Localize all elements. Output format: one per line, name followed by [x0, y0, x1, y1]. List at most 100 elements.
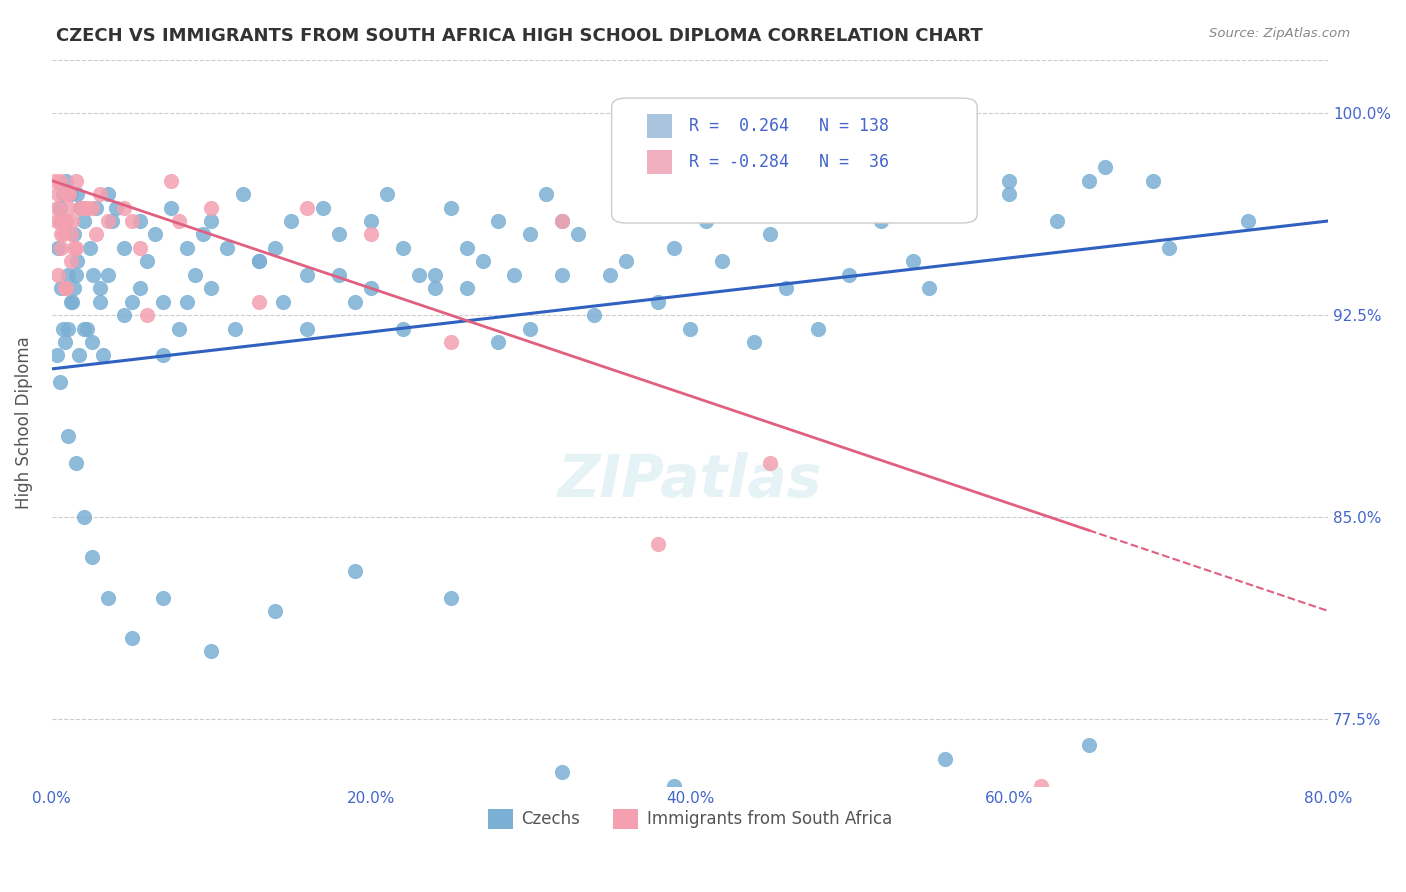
Point	[1142, 174, 1164, 188]
Point	[51, 214, 73, 228]
Point	[59, 227, 82, 242]
Point	[121, 294, 143, 309]
Point	[456, 241, 478, 255]
Point	[838, 268, 860, 282]
Point	[439, 591, 461, 605]
Point	[97, 187, 120, 202]
Point	[423, 281, 446, 295]
Point	[58, 187, 80, 202]
Point	[91, 348, 114, 362]
Point	[128, 241, 150, 255]
Point	[112, 308, 135, 322]
Point	[48, 174, 70, 188]
Point	[1077, 739, 1099, 753]
Point	[903, 254, 925, 268]
Point	[456, 281, 478, 295]
Point	[97, 214, 120, 228]
Point	[193, 227, 215, 242]
Point	[950, 187, 973, 202]
Point	[1029, 779, 1052, 793]
Text: ZIPatlas: ZIPatlas	[558, 452, 823, 509]
Point	[89, 294, 111, 309]
Point	[232, 187, 254, 202]
Point	[73, 214, 96, 228]
Point	[62, 214, 84, 228]
Point	[360, 281, 382, 295]
Point	[519, 321, 541, 335]
Point	[136, 308, 159, 322]
Point	[647, 294, 669, 309]
Point	[52, 214, 75, 228]
Point	[710, 254, 733, 268]
Point	[121, 214, 143, 228]
Point	[52, 321, 75, 335]
Point	[679, 321, 702, 335]
Point	[176, 241, 198, 255]
Point	[217, 241, 239, 255]
Y-axis label: High School Diploma: High School Diploma	[15, 336, 32, 509]
Point	[280, 214, 302, 228]
Point	[551, 268, 574, 282]
Point	[375, 187, 398, 202]
Point	[53, 334, 76, 349]
Point	[121, 631, 143, 645]
Point	[631, 201, 654, 215]
Point	[758, 227, 780, 242]
Point	[89, 187, 111, 202]
Point	[184, 268, 207, 282]
Point	[775, 281, 797, 295]
Point	[51, 281, 73, 295]
Point	[328, 227, 350, 242]
Point	[152, 348, 174, 362]
Point	[247, 294, 270, 309]
Point	[614, 254, 637, 268]
Point	[295, 268, 318, 282]
Point	[53, 187, 76, 202]
Point	[58, 187, 80, 202]
Point	[65, 241, 87, 255]
Point	[200, 214, 222, 228]
Point	[48, 201, 70, 215]
Point	[76, 201, 98, 215]
Point	[97, 591, 120, 605]
Point	[112, 201, 135, 215]
Point	[69, 201, 91, 215]
Point	[67, 348, 90, 362]
Text: R =  0.264   N = 138: R = 0.264 N = 138	[689, 117, 889, 136]
Point	[101, 214, 124, 228]
Point	[343, 294, 366, 309]
Point	[647, 537, 669, 551]
Point	[56, 268, 79, 282]
Point	[53, 214, 76, 228]
Point	[1157, 241, 1180, 255]
Point	[86, 201, 108, 215]
Point	[439, 334, 461, 349]
Point	[48, 214, 70, 228]
Point	[360, 214, 382, 228]
Point	[838, 187, 860, 202]
Point	[51, 227, 73, 242]
Point	[73, 321, 96, 335]
Point	[59, 294, 82, 309]
Point	[152, 591, 174, 605]
Point	[870, 214, 893, 228]
Point	[662, 241, 685, 255]
Point	[471, 254, 494, 268]
Point	[45, 201, 67, 215]
Text: R = -0.284   N =  36: R = -0.284 N = 36	[689, 153, 889, 171]
Point	[271, 294, 294, 309]
Point	[160, 201, 183, 215]
Point	[45, 348, 67, 362]
Point	[63, 281, 86, 295]
Point	[53, 281, 76, 295]
Point	[52, 227, 75, 242]
Point	[55, 174, 77, 188]
Point	[1077, 174, 1099, 188]
Point	[918, 281, 941, 295]
Point	[46, 241, 69, 255]
Point	[312, 201, 335, 215]
Point	[51, 241, 73, 255]
Point	[56, 321, 79, 335]
Point	[66, 187, 89, 202]
Point	[1189, 819, 1212, 833]
